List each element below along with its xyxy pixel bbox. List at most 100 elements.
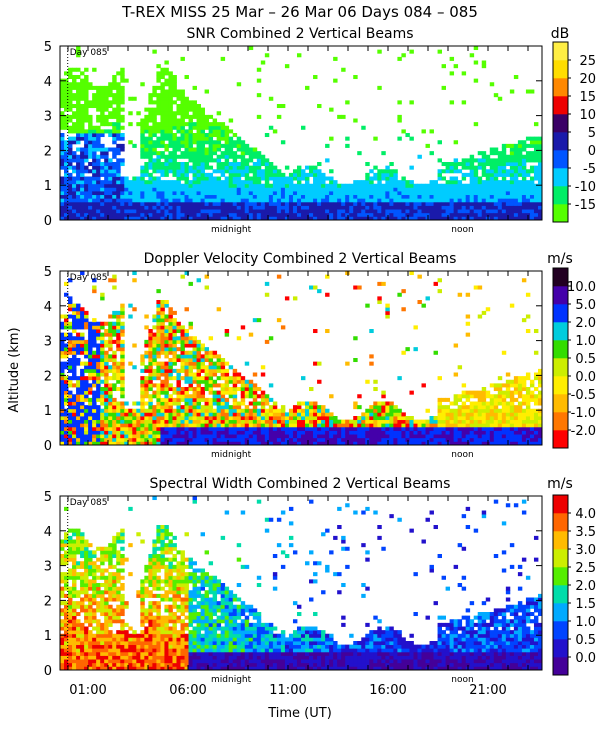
heatmap-cell	[509, 158, 515, 163]
heatmap-cell	[276, 274, 282, 279]
heatmap-cell	[292, 405, 298, 410]
heatmap-cell	[84, 114, 89, 119]
heatmap-cell	[160, 405, 165, 410]
heatmap-cell	[216, 147, 222, 152]
heatmap-cell	[84, 111, 89, 116]
heatmap-cell	[417, 194, 422, 199]
heatmap-cell	[140, 176, 145, 181]
heatmap-cell	[172, 329, 177, 334]
heatmap-cell	[64, 205, 69, 210]
heatmap-cell	[280, 180, 286, 185]
heatmap-cell	[208, 336, 214, 341]
heatmap-cell	[537, 187, 543, 192]
heatmap-cell	[317, 180, 322, 185]
heatmap-cell	[465, 198, 471, 203]
heatmap-cell	[132, 343, 137, 348]
heatmap-cell	[268, 423, 274, 428]
heatmap-cell	[272, 405, 278, 410]
heatmap-cell	[409, 180, 414, 185]
heatmap-cell	[148, 216, 153, 221]
heatmap-cell	[204, 198, 210, 203]
heatmap-cell	[184, 114, 189, 119]
heatmap-cell	[513, 154, 519, 159]
heatmap-cell	[445, 416, 451, 421]
heatmap-cell	[425, 212, 430, 217]
heatmap-cell	[240, 430, 246, 435]
heatmap-cell	[489, 383, 495, 388]
heatmap-cell	[60, 430, 65, 435]
heatmap-cell	[296, 201, 302, 206]
heatmap-cell	[317, 441, 322, 446]
heatmap-cell	[72, 136, 77, 141]
heatmap-cell	[212, 390, 218, 395]
heatmap-cell	[136, 187, 141, 192]
heatmap-cell	[124, 209, 129, 214]
heatmap-cell	[409, 194, 414, 199]
heatmap-cell	[236, 216, 242, 221]
heatmap-cell	[485, 423, 491, 428]
heatmap-cell	[92, 198, 97, 203]
heatmap-cell	[357, 212, 362, 217]
heatmap-cell	[132, 408, 137, 413]
heatmap-cell	[120, 198, 125, 203]
heatmap-cell	[168, 394, 173, 399]
heatmap-cell	[321, 205, 326, 210]
heatmap-cell	[80, 158, 85, 163]
heatmap-cell	[92, 125, 97, 130]
heatmap-cell	[112, 136, 117, 141]
heatmap-cell	[441, 416, 446, 421]
heatmap-cell	[529, 198, 535, 203]
heatmap-cell	[477, 412, 483, 417]
heatmap-cell	[168, 430, 173, 435]
heatmap-cell	[120, 136, 125, 141]
heatmap-cell	[365, 180, 370, 185]
heatmap-cell	[100, 296, 105, 301]
heatmap-cell	[437, 194, 442, 199]
heatmap-cell	[272, 201, 278, 206]
heatmap-cell	[116, 125, 121, 130]
heatmap-cell	[401, 426, 406, 431]
heatmap-cell	[68, 176, 73, 181]
heatmap-cell	[337, 194, 342, 199]
heatmap-cell	[112, 278, 117, 283]
heatmap-cell	[116, 212, 121, 217]
heatmap-cell	[317, 162, 322, 167]
heatmap-cell	[64, 125, 69, 130]
heatmap-cell	[220, 201, 226, 206]
heatmap-cell	[160, 169, 165, 174]
heatmap-cell	[140, 82, 145, 87]
heatmap-cell	[100, 183, 105, 188]
heatmap-cell	[325, 187, 330, 192]
heatmap-cell	[377, 401, 382, 406]
heatmap-cell	[465, 172, 471, 177]
heatmap-cell	[132, 307, 137, 312]
heatmap-cell	[180, 93, 185, 98]
heatmap-cell	[365, 419, 370, 424]
heatmap-cell	[236, 205, 242, 210]
heatmap-cell	[457, 405, 463, 410]
heatmap-cell	[204, 434, 210, 439]
heatmap-cell	[228, 151, 234, 156]
heatmap-cell	[224, 423, 230, 428]
heatmap-cell	[385, 187, 390, 192]
heatmap-cell	[148, 401, 153, 406]
heatmap-cell	[445, 162, 451, 167]
heatmap-cell	[60, 114, 65, 119]
heatmap-cell	[301, 408, 306, 413]
heatmap-cell	[381, 401, 386, 406]
heatmap-cell	[196, 426, 201, 431]
heatmap-cell	[100, 111, 105, 116]
heatmap-cell	[228, 172, 234, 177]
heatmap-cell	[116, 379, 121, 384]
heatmap-cell	[260, 172, 266, 177]
heatmap-cell	[505, 437, 511, 442]
heatmap-cell	[76, 172, 81, 177]
heatmap-cell	[176, 122, 181, 127]
heatmap-cell	[533, 416, 539, 421]
heatmap-cell	[68, 82, 73, 87]
heatmap-cell	[385, 430, 390, 435]
heatmap-cell	[212, 426, 218, 431]
heatmap-cell	[200, 187, 205, 192]
heatmap-cell	[413, 423, 418, 428]
heatmap-cell	[160, 198, 165, 203]
